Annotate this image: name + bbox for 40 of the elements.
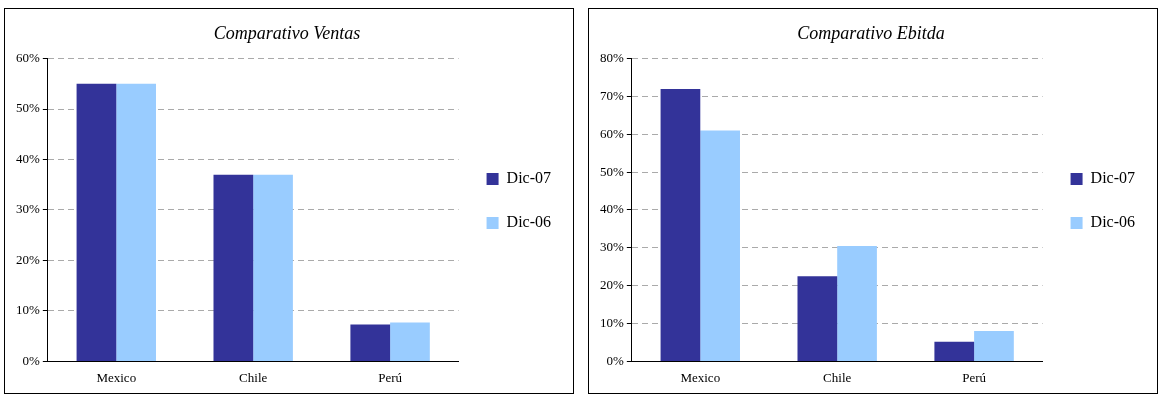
y-tick-label: 50% — [15, 100, 40, 116]
y-tick-label: 20% — [15, 251, 40, 267]
bar — [934, 341, 975, 361]
y-tick-label: 10% — [15, 302, 40, 318]
x-tick-label: Perú — [962, 369, 987, 385]
bar — [700, 130, 740, 361]
y-tick-label: 60% — [599, 125, 624, 141]
bar — [213, 174, 254, 361]
y-tick-label: 50% — [599, 163, 624, 179]
y-tick-label: 20% — [599, 277, 624, 293]
y-tick-label: 70% — [599, 87, 624, 103]
y-tick-label: 30% — [15, 201, 40, 217]
y-tick-label: 10% — [599, 314, 624, 330]
legend-label: Dic-06 — [1090, 213, 1136, 231]
bar — [837, 245, 877, 361]
x-tick-label: Chile — [823, 369, 852, 385]
y-tick-label: 80% — [599, 50, 624, 66]
x-tick-label: Mexico — [680, 369, 721, 385]
y-tick-label: 40% — [15, 150, 40, 166]
bar — [797, 276, 838, 361]
bar — [350, 324, 391, 361]
bar — [974, 331, 1014, 361]
bar — [116, 83, 156, 361]
y-tick-label: 60% — [15, 50, 40, 66]
bar — [660, 88, 701, 361]
bar — [76, 83, 117, 361]
y-tick-label: 0% — [606, 352, 624, 368]
legend-label: Dic-07 — [1090, 169, 1136, 187]
chart-title: Comparativo Ventas — [213, 22, 361, 43]
bar — [390, 322, 430, 361]
bar — [253, 174, 293, 361]
x-tick-label: Mexico — [96, 369, 137, 385]
y-tick-label: 30% — [599, 239, 624, 255]
legend-label: Dic-06 — [506, 213, 552, 231]
x-tick-label: Perú — [378, 369, 403, 385]
y-tick-label: 40% — [599, 201, 624, 217]
chart-title: Comparativo Ebitda — [797, 22, 945, 43]
x-tick-label: Chile — [239, 369, 268, 385]
y-tick-label: 0% — [22, 352, 40, 368]
legend-label: Dic-07 — [506, 169, 552, 187]
